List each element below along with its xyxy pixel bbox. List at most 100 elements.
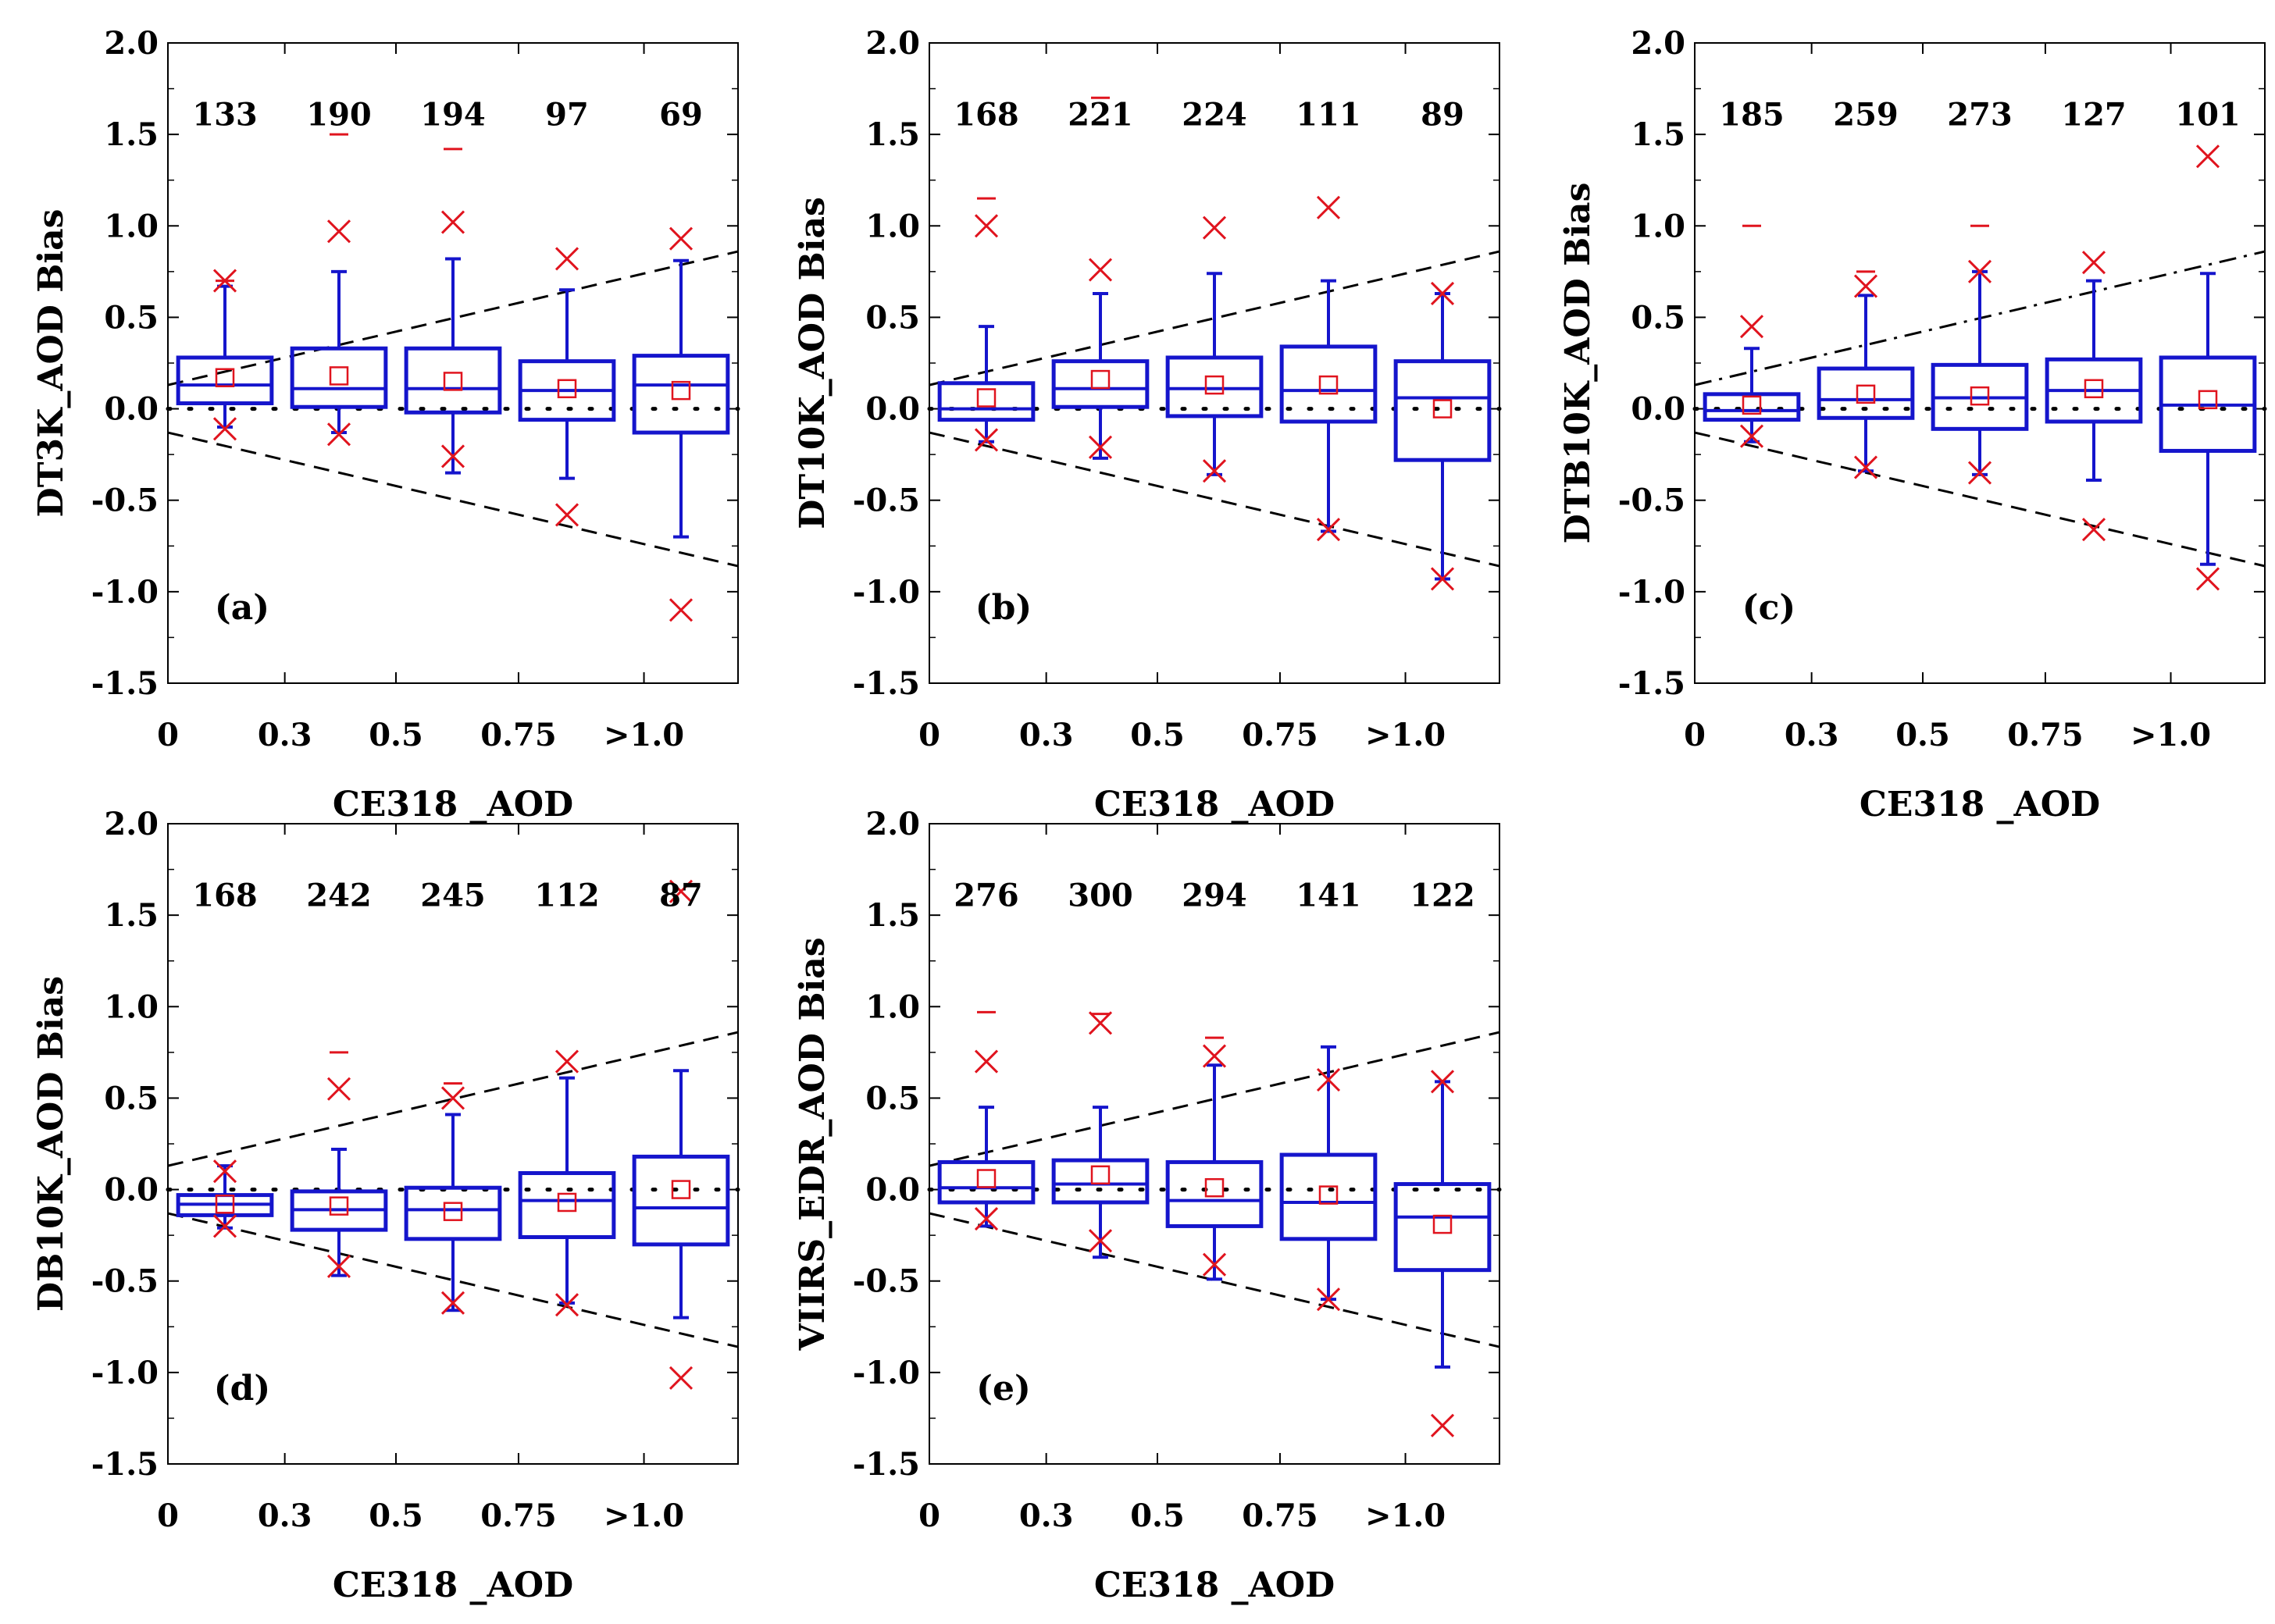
count-label: 276 bbox=[954, 877, 1019, 914]
x-tick-label: 0.5 bbox=[1895, 717, 1950, 753]
x-tick-label: 0.5 bbox=[1130, 1498, 1185, 1534]
box-group bbox=[518, 247, 616, 527]
box-group bbox=[404, 148, 502, 475]
y-tick-label: 0.5 bbox=[104, 299, 159, 336]
mean-marker bbox=[557, 379, 577, 399]
iqr-box bbox=[1279, 344, 1378, 424]
box-group bbox=[1279, 195, 1378, 542]
x-tick-label: 0.3 bbox=[258, 1498, 312, 1534]
mean-marker bbox=[557, 1192, 577, 1213]
count-label: 141 bbox=[1296, 877, 1361, 914]
count-label: 194 bbox=[420, 96, 486, 133]
iqr-box bbox=[176, 355, 274, 406]
mean-marker bbox=[1856, 384, 1876, 404]
panel-a: 2.0 1.5 1.0 0.5 0.0 -0.5 -1.0 -1.5 0 0.3 0.5 0.75 >1… bbox=[31, 25, 740, 824]
box-group bbox=[1051, 96, 1150, 460]
y-tick-label: 2.0 bbox=[104, 25, 159, 62]
y-tick-label: -0.5 bbox=[1618, 483, 1685, 519]
count-label: 168 bbox=[954, 96, 1019, 133]
count-label: 69 bbox=[659, 96, 703, 133]
count-label: 97 bbox=[545, 96, 589, 133]
iqr-box bbox=[1393, 1182, 1492, 1273]
box-group bbox=[937, 1010, 1036, 1231]
count-label: 224 bbox=[1182, 96, 1247, 133]
mean-marker bbox=[1742, 395, 1762, 415]
min-marker bbox=[1316, 518, 1341, 542]
min-marker bbox=[2081, 518, 2106, 542]
mean-marker bbox=[976, 388, 997, 408]
x-tick-label: 0.75 bbox=[480, 1498, 556, 1534]
y-tick-label: 2.0 bbox=[865, 25, 920, 62]
count-label: 112 bbox=[534, 877, 600, 914]
box-group bbox=[937, 197, 1036, 452]
count-label: 168 bbox=[192, 877, 258, 914]
max-marker bbox=[1202, 1044, 1227, 1068]
x-tick-label: 0 bbox=[157, 717, 179, 753]
mean-marker bbox=[329, 1196, 349, 1216]
max-marker bbox=[1739, 315, 1764, 339]
y-tick-label: 1.5 bbox=[104, 116, 159, 153]
count-label: 190 bbox=[306, 96, 372, 133]
x-tick-label: 0 bbox=[157, 1498, 179, 1534]
box-group bbox=[1279, 1045, 1378, 1312]
y-tick-label: 2.0 bbox=[1631, 25, 1685, 62]
y-tick-label: -1.5 bbox=[91, 1446, 159, 1483]
mean-marker bbox=[1432, 399, 1453, 418]
y-tick-label: 0.0 bbox=[104, 391, 159, 428]
box-group bbox=[1703, 224, 1801, 448]
x-tick-label: 0.75 bbox=[480, 717, 556, 753]
min-marker bbox=[1088, 435, 1113, 459]
max-marker bbox=[669, 879, 694, 903]
count-label: 221 bbox=[1068, 96, 1133, 133]
mean-marker bbox=[2198, 390, 2218, 410]
y-tick-label: 0.5 bbox=[104, 1080, 159, 1116]
min-marker bbox=[326, 1254, 351, 1279]
y-tick-label: 0.5 bbox=[1631, 299, 1685, 336]
y-tick-label: -0.5 bbox=[91, 483, 159, 519]
x-axis-title: CE318 _AOD bbox=[333, 1565, 573, 1605]
box-group bbox=[176, 1159, 274, 1238]
panel-label: (e) bbox=[976, 1369, 1031, 1409]
iqr-box bbox=[404, 1185, 502, 1241]
mean-marker bbox=[215, 368, 235, 387]
x-tick-label: >1.0 bbox=[2131, 717, 2211, 753]
min-marker bbox=[669, 598, 694, 622]
box-group bbox=[2045, 251, 2143, 542]
x-tick-label: 0 bbox=[918, 717, 940, 753]
min-marker bbox=[326, 422, 351, 447]
y-tick-label: 0.0 bbox=[865, 391, 920, 428]
x-tick-label: 0 bbox=[918, 1498, 940, 1534]
y-tick-label: 1.5 bbox=[104, 897, 159, 934]
max-marker bbox=[326, 1077, 351, 1101]
lower-envelope-line bbox=[167, 1212, 739, 1348]
iqr-box bbox=[1817, 366, 1915, 420]
box-group bbox=[632, 879, 730, 1390]
count-label: 245 bbox=[420, 877, 486, 914]
mean-marker bbox=[1432, 1214, 1453, 1234]
x-axis-title: CE318 _AOD bbox=[1094, 1565, 1335, 1605]
y-tick-label: 2.0 bbox=[104, 806, 159, 842]
min-marker bbox=[1088, 1229, 1113, 1253]
count-label: 294 bbox=[1182, 877, 1247, 914]
x-tick-label: >1.0 bbox=[604, 717, 684, 753]
max-marker bbox=[1430, 1070, 1455, 1094]
min-marker bbox=[1430, 1413, 1455, 1437]
x-tick-label: 0.5 bbox=[1130, 717, 1185, 753]
box-group bbox=[176, 269, 274, 441]
min-marker bbox=[974, 1206, 999, 1231]
iqr-box bbox=[937, 381, 1036, 422]
box-group bbox=[1051, 1011, 1150, 1259]
max-marker bbox=[554, 1049, 579, 1074]
mean-marker bbox=[443, 372, 463, 391]
iqr-box bbox=[518, 1170, 616, 1239]
mean-marker bbox=[215, 1195, 235, 1214]
count-label: 87 bbox=[659, 877, 703, 914]
y-axis-title: VIIRS_EDR_AOD Bias bbox=[793, 937, 833, 1351]
mean-marker bbox=[671, 380, 691, 401]
y-tick-label: 2.0 bbox=[865, 806, 920, 842]
count-label: 242 bbox=[306, 877, 372, 914]
box-group bbox=[1393, 1070, 1492, 1437]
y-tick-label: -1.0 bbox=[1618, 574, 1685, 611]
y-axis-title: DTB10K_AOD Bias bbox=[1558, 183, 1598, 544]
mean-marker bbox=[1204, 375, 1225, 395]
